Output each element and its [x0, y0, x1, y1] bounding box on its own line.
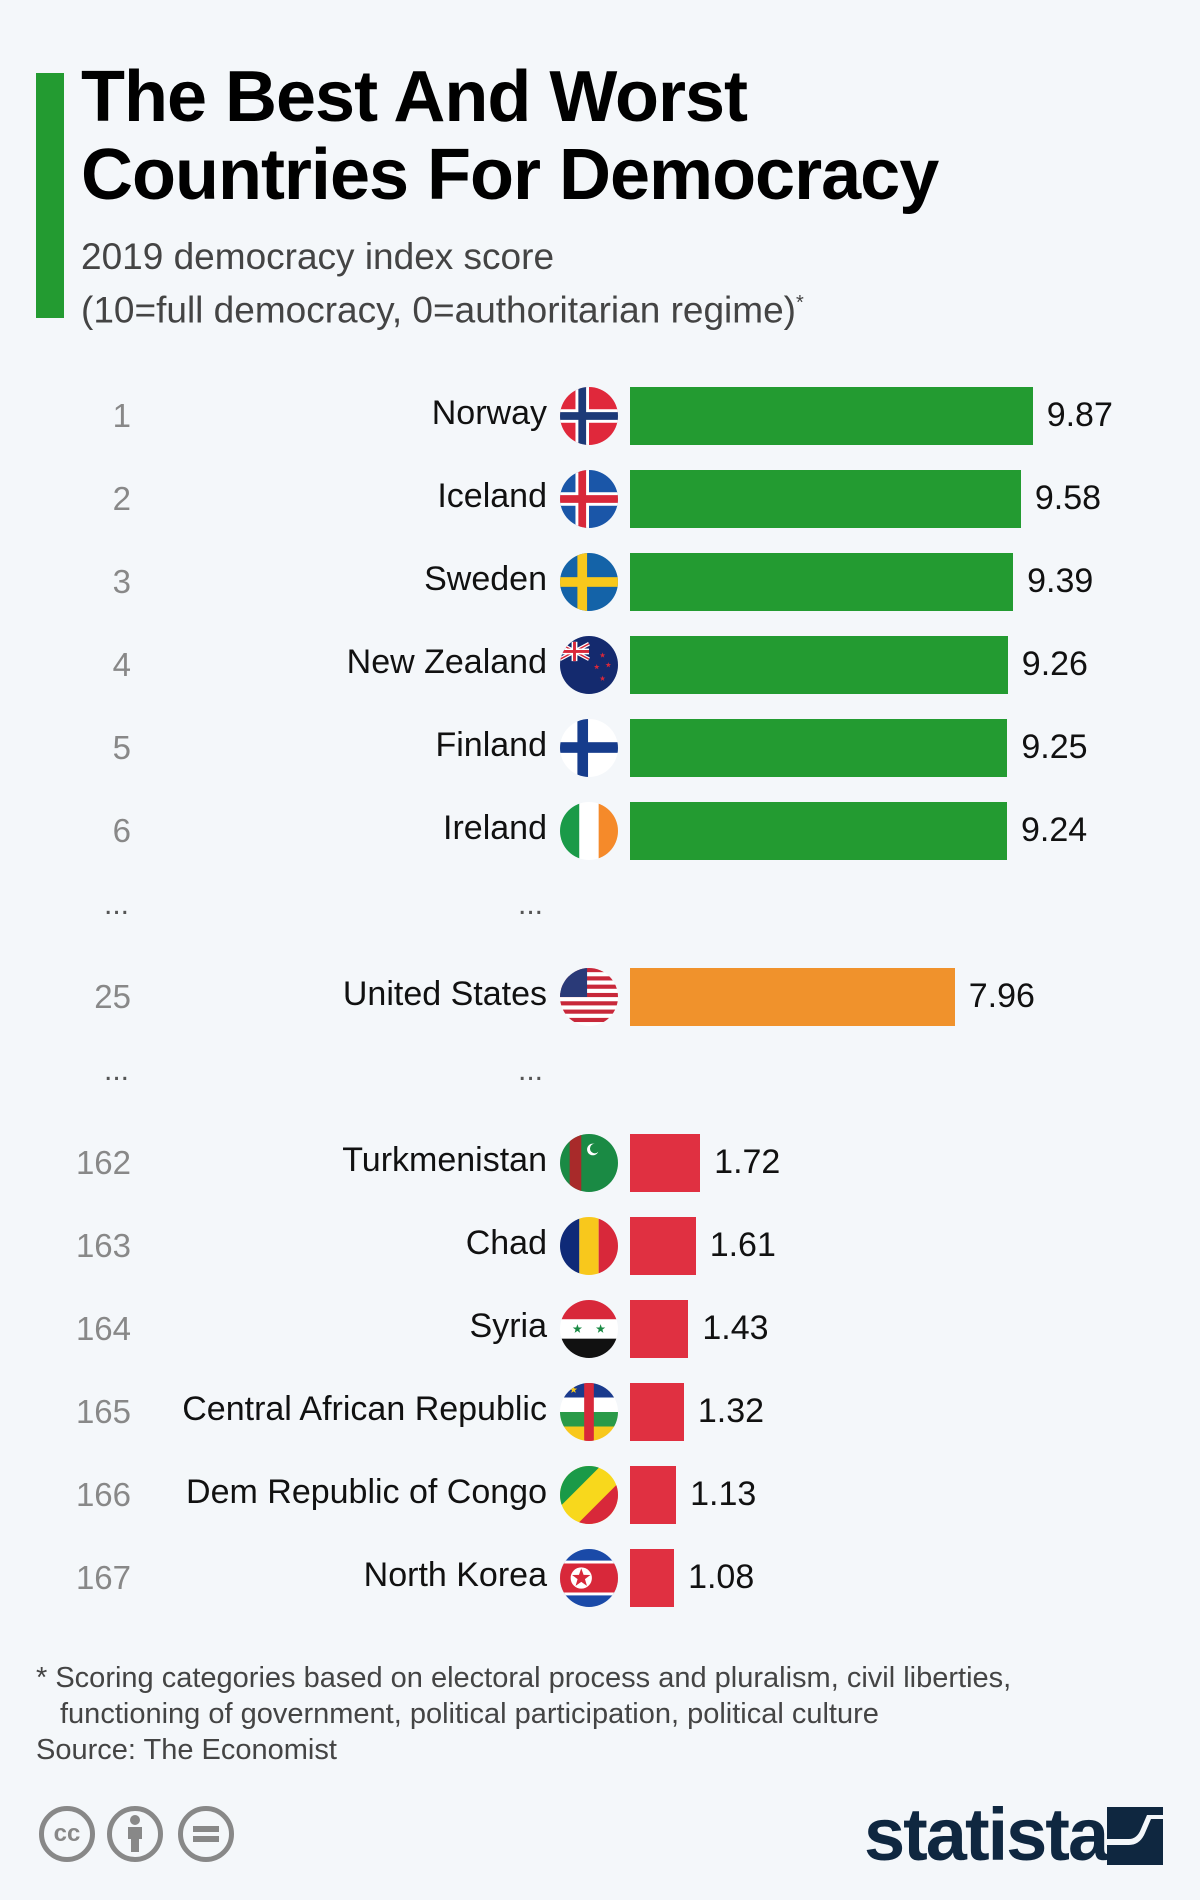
bar [630, 1383, 684, 1441]
rank-label: 4 [112, 646, 131, 683]
rank-label: 162 [75, 1144, 131, 1181]
statista-logo-mark-icon [1107, 1807, 1163, 1865]
ellipsis-country: ... [518, 1054, 544, 1087]
flag-turkmenistan-icon [560, 1134, 618, 1192]
country-label: Central African Republic [182, 1390, 547, 1428]
footnote-mark: * [796, 292, 804, 314]
subtitle-line-1: 2019 democracy index score [81, 236, 555, 277]
bar [630, 1300, 689, 1358]
flag-syria-icon [560, 1300, 618, 1358]
country-label: Norway [431, 394, 547, 432]
country-label: Ireland [443, 809, 547, 847]
flag-iceland-icon [560, 470, 618, 528]
value-label: 9.87 [1046, 396, 1113, 434]
flag-new-zealand-icon [560, 636, 618, 694]
rank-label: 165 [75, 1393, 131, 1430]
flag-finland-icon [560, 719, 618, 777]
bar [630, 636, 1008, 694]
value-label: 1.72 [714, 1143, 781, 1181]
rank-label: 6 [112, 812, 131, 849]
bar [630, 1217, 696, 1275]
country-label: United States [342, 975, 547, 1013]
flag-central-african-republic-icon [560, 1383, 618, 1441]
value-label: 9.58 [1034, 479, 1102, 517]
country-label: Chad [465, 1224, 547, 1262]
rank-label: 164 [75, 1310, 131, 1347]
bar [630, 1466, 677, 1524]
footnote-line-2: functioning of government, political par… [60, 1698, 879, 1730]
rank-label: 166 [75, 1476, 131, 1513]
chart-title: The Best And Worst Countries For Democrac… [81, 57, 939, 215]
value-label: 9.25 [1021, 728, 1088, 766]
flag-sweden-icon [560, 553, 618, 611]
bar [630, 1134, 701, 1192]
rank-label: 25 [94, 978, 131, 1015]
country-label: Dem Republic of Congo [186, 1473, 547, 1511]
no-derivatives-icon[interactable] [178, 1806, 234, 1862]
subtitle-line-2: (10=full democracy, 0=authoritarian regi… [81, 289, 796, 331]
flag-chad-icon [560, 1217, 618, 1275]
bar [630, 387, 1033, 445]
statista-logo[interactable]: statista [864, 1793, 1109, 1876]
value-label: 1.43 [702, 1309, 769, 1347]
value-label: 9.26 [1021, 645, 1088, 683]
value-label: 7.96 [968, 977, 1035, 1015]
flag-norway-icon [560, 387, 618, 445]
country-label: Iceland [437, 477, 547, 515]
flag-ireland-icon [560, 802, 618, 860]
rank-label: 167 [75, 1559, 131, 1596]
bar [630, 968, 955, 1026]
cc-label: cc [53, 1820, 81, 1847]
bar [630, 802, 1007, 860]
value-label: 1.61 [709, 1226, 776, 1264]
country-label: New Zealand [346, 643, 547, 681]
rank-label: 1 [112, 397, 131, 434]
title-line-1: The Best And Worst [81, 57, 748, 137]
bar [630, 719, 1008, 777]
chart-subtitle: 2019 democracy index score (10=full democ… [81, 234, 804, 333]
value-label: 1.08 [688, 1558, 755, 1596]
value-label: 1.32 [697, 1392, 765, 1430]
rank-label: 5 [112, 729, 131, 766]
ellipsis-country: ... [518, 888, 544, 921]
rank-label: 2 [112, 480, 131, 517]
country-label: Turkmenistan [342, 1141, 547, 1179]
country-label: Finland [435, 726, 547, 764]
title-accent-bar [36, 73, 64, 318]
flag-north-korea-icon [560, 1549, 618, 1607]
ellipsis-rank: ... [104, 1054, 130, 1087]
country-label: Sweden [424, 560, 547, 598]
flag-congo-icon [560, 1466, 618, 1524]
creative-commons-icon[interactable]: cc [39, 1806, 95, 1862]
value-label: 9.39 [1027, 562, 1094, 600]
rank-label: 3 [112, 563, 131, 600]
bar [630, 553, 1014, 611]
attribution-icon[interactable] [107, 1806, 163, 1862]
footer-notes: * Scoring categories based on electoral … [36, 1660, 1011, 1768]
title-line-2: Countries For Democracy [81, 135, 939, 215]
value-label: 9.24 [1020, 811, 1088, 849]
bar [630, 1549, 675, 1607]
footnote-line-1: * Scoring categories based on electoral … [36, 1662, 1012, 1694]
flag-united-states-icon [560, 968, 618, 1026]
rank-label: 163 [75, 1227, 131, 1264]
source-text: Source: The Economist [36, 1734, 337, 1766]
ellipsis-rank: ... [104, 888, 130, 921]
value-label: 1.13 [690, 1475, 757, 1513]
country-label: North Korea [363, 1556, 547, 1594]
country-label: Syria [469, 1307, 547, 1345]
bar [630, 470, 1021, 528]
